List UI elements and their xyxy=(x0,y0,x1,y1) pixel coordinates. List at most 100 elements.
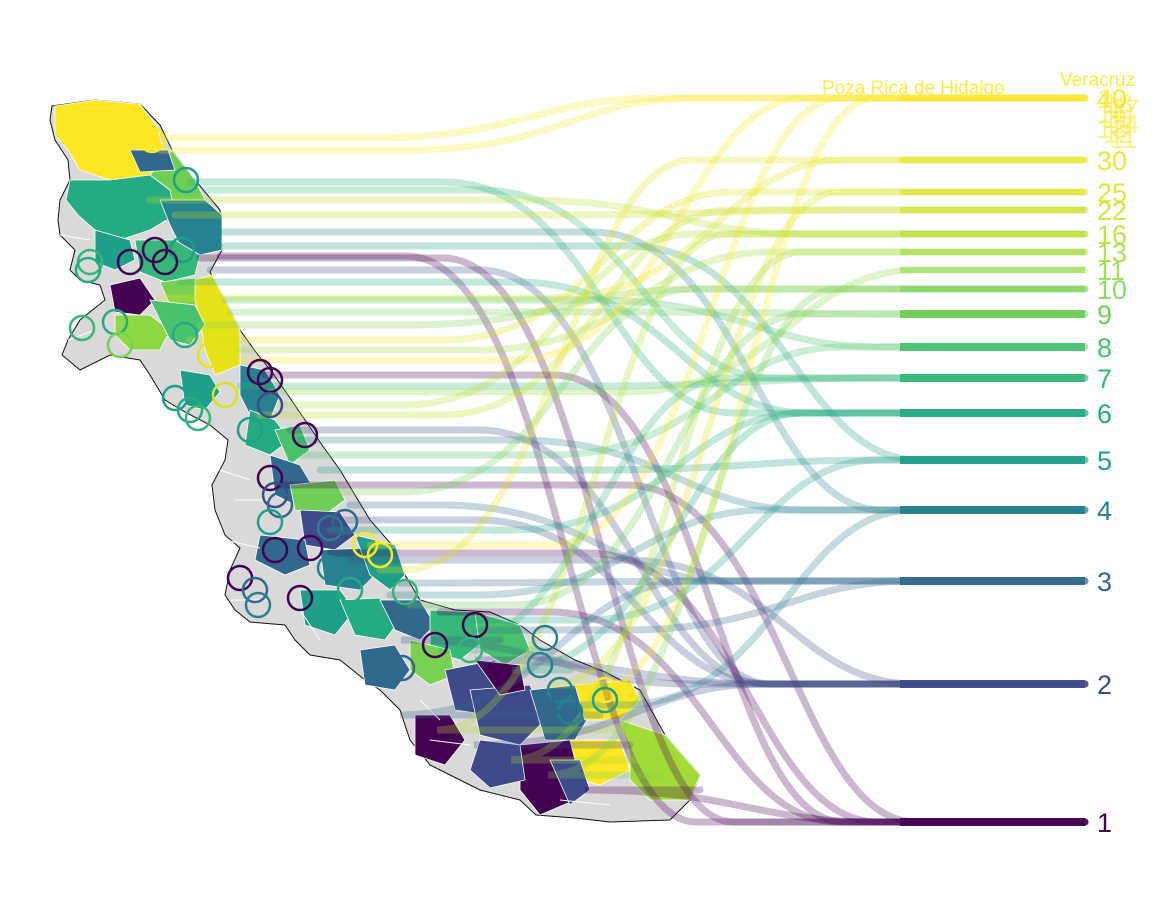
municipality-border xyxy=(219,469,251,481)
flow-line xyxy=(400,636,1089,688)
municipality-marker xyxy=(421,631,449,659)
municipality-marker xyxy=(526,651,554,679)
city-label-veracruz: Veracruz xyxy=(1060,70,1135,91)
municipality-marker xyxy=(106,331,134,359)
municipality-marker xyxy=(316,554,344,582)
flow-line xyxy=(316,456,1089,474)
municipality-marker xyxy=(551,688,579,716)
flow-line xyxy=(216,252,1089,826)
municipality-marker xyxy=(336,576,364,604)
municipality-marker xyxy=(151,248,179,276)
municipality-region xyxy=(244,409,291,456)
municipality-marker xyxy=(172,166,200,194)
municipality-border xyxy=(559,799,611,806)
flow-line xyxy=(473,680,1089,749)
flow-line xyxy=(256,206,1089,419)
rank-label-10: 10 xyxy=(1097,275,1127,305)
municipality-marker xyxy=(211,381,239,409)
municipality-region xyxy=(65,174,176,241)
veracruz-state-map xyxy=(49,99,701,823)
flow-line xyxy=(201,186,1089,382)
flow-line xyxy=(476,577,1089,634)
municipality-regions xyxy=(54,99,701,816)
municipality-marker xyxy=(456,636,484,664)
municipality-marker xyxy=(296,534,324,562)
municipality-marker xyxy=(116,248,144,276)
flow-line xyxy=(386,506,1089,599)
municipality-marker xyxy=(74,256,102,284)
municipality-marker xyxy=(244,591,272,619)
rank-label-7: 7 xyxy=(1097,364,1112,394)
flow-line xyxy=(236,94,1089,364)
rank-label-13: 13 xyxy=(1097,238,1127,268)
municipality-border xyxy=(254,624,281,641)
rank-label-40: 40 xyxy=(1097,84,1127,114)
flow-line xyxy=(206,266,1089,688)
municipality-region xyxy=(409,639,456,686)
municipality-region xyxy=(414,714,466,766)
flow-line xyxy=(548,188,1089,689)
municipality-marker xyxy=(531,624,559,652)
municipality-marker xyxy=(461,611,489,639)
rank-label-8: 8 xyxy=(1097,333,1112,363)
top-stack-label: 16 xyxy=(1097,99,1127,129)
municipality-markers xyxy=(68,126,619,726)
municipality-marker xyxy=(391,578,419,606)
flow-line xyxy=(266,266,1089,396)
municipality-region xyxy=(469,739,526,789)
municipality-region xyxy=(109,277,156,316)
municipality-marker xyxy=(291,421,319,449)
municipality-border xyxy=(224,539,261,549)
municipality-region xyxy=(254,534,311,576)
municipality-marker xyxy=(388,654,416,682)
flow-line xyxy=(556,506,1089,709)
rank-label-4: 4 xyxy=(1097,496,1112,526)
flow-line xyxy=(186,188,1089,344)
flow-line xyxy=(336,516,1089,688)
municipality-border xyxy=(419,699,441,721)
flow-line xyxy=(236,374,1089,390)
flow-line xyxy=(296,343,1089,459)
top-stack-label: 15 xyxy=(1103,104,1133,134)
rank-label-25: 25 xyxy=(1097,178,1127,208)
top-stack-label: 17 xyxy=(1109,94,1139,124)
municipality-region xyxy=(129,149,176,173)
flow-line xyxy=(547,285,1089,779)
municipality-border xyxy=(429,739,471,746)
flow-line xyxy=(221,296,1089,351)
municipality-region xyxy=(574,679,641,721)
flow-line xyxy=(176,278,1089,417)
flow-line xyxy=(584,786,1089,826)
top-stack-label: 14 xyxy=(1109,109,1139,139)
flow-line xyxy=(186,178,1089,417)
top-stack-label: 13 xyxy=(1097,114,1127,144)
flow-line xyxy=(146,196,1089,238)
flow-line xyxy=(296,436,1089,514)
municipality-marker xyxy=(351,531,379,559)
top-stack-label: 12 xyxy=(1103,119,1133,149)
city-label-poza-rica: Poza Rica de Hidalgo xyxy=(822,78,1005,99)
municipality-marker xyxy=(184,404,212,432)
flow-line xyxy=(276,481,1089,826)
municipality-marker xyxy=(286,584,314,612)
flow-line xyxy=(156,94,1089,154)
municipality-region xyxy=(289,479,346,516)
rank-label-22: 22 xyxy=(1097,196,1127,226)
flow-line xyxy=(261,371,1089,826)
flow-line xyxy=(366,94,1089,549)
flow-line xyxy=(216,242,1089,464)
municipality-marker xyxy=(171,321,199,349)
municipality-marker xyxy=(256,391,284,419)
municipality-region xyxy=(94,229,136,271)
municipality-region xyxy=(299,509,356,551)
flow-line xyxy=(510,248,1089,764)
flow-line xyxy=(436,608,1089,826)
municipality-marker xyxy=(261,536,289,564)
municipality-marker xyxy=(591,686,619,714)
municipality-marker xyxy=(176,396,204,424)
flow-line xyxy=(511,409,1089,674)
municipality-region xyxy=(619,719,701,801)
flow-line xyxy=(346,556,1089,688)
flow-line xyxy=(326,409,1089,534)
